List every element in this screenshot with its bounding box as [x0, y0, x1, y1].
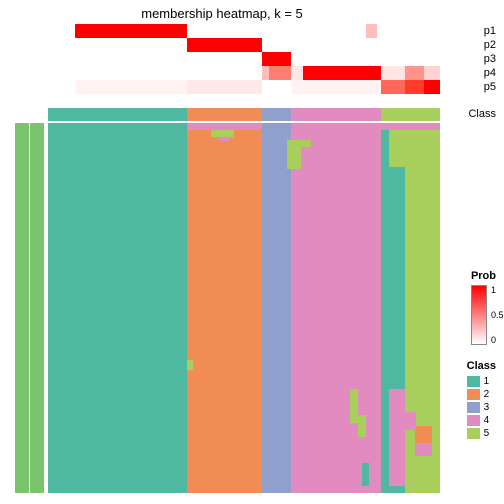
legend-class: Class 1 2 3 4 5 [467, 360, 496, 440]
noise-patch [381, 123, 405, 130]
class-seg [262, 108, 291, 121]
prob-cell [424, 66, 440, 80]
class-seg [187, 108, 261, 121]
class-bar [48, 108, 440, 121]
p-label: p4 [484, 66, 496, 80]
prob-cell [405, 80, 425, 94]
noise-patch [389, 130, 405, 167]
legend-swatch [467, 428, 480, 439]
heat-col [187, 123, 261, 493]
legend-class-item: 5 [467, 427, 496, 440]
legend-label: 2 [484, 389, 490, 400]
noise-patch [187, 123, 261, 130]
prob-ticks: 10.50 [491, 285, 504, 345]
prob-cell [48, 38, 187, 52]
legend-label: 5 [484, 428, 490, 439]
legend-prob: Prob10.50 [471, 270, 496, 345]
prob-cell [366, 24, 378, 38]
prob-cell [269, 66, 291, 80]
class-seg [381, 108, 440, 121]
legend-class-title: Class [467, 360, 496, 372]
prob-row [48, 52, 440, 66]
prob-cell [187, 24, 365, 38]
prob-cell [262, 52, 291, 66]
prob-tick: 0.5 [491, 310, 504, 320]
noise-patch [405, 123, 440, 130]
prob-cell [291, 66, 303, 80]
prob-cell [381, 66, 405, 80]
legend-prob-title: Prob [471, 270, 496, 282]
p-labels: p1p2p3p4p5 [484, 24, 496, 94]
legend-label: 4 [484, 415, 490, 426]
noise-patch [187, 360, 192, 370]
prob-cell [405, 66, 425, 80]
noise-patch [415, 443, 432, 456]
legend-class-item: 4 [467, 414, 496, 427]
heat-col [262, 123, 291, 493]
p-label: p5 [484, 80, 496, 94]
noise-patch [362, 463, 369, 485]
prob-gradient [471, 285, 487, 345]
prob-row [48, 24, 440, 38]
prob-row [48, 80, 440, 94]
p-label: p1 [484, 24, 496, 38]
prob-cell [262, 38, 440, 52]
row-bar-outer [15, 123, 29, 493]
row-bar-inner [30, 123, 44, 493]
legend-swatch [467, 415, 480, 426]
legend-swatch [467, 402, 480, 413]
heat-col [291, 123, 381, 493]
prob-row [48, 38, 440, 52]
noise-patch [211, 130, 235, 137]
legend-label: 3 [484, 402, 490, 413]
prob-cell [48, 24, 75, 38]
legend-class-item: 3 [467, 401, 496, 414]
class-seg [48, 108, 187, 121]
noise-patch [220, 137, 230, 141]
noise-patch [350, 389, 358, 422]
legend-swatch [467, 376, 480, 387]
prob-cell [187, 80, 261, 94]
legend-label: 1 [484, 376, 490, 387]
prob-cell [424, 80, 440, 94]
prob-cell [262, 80, 291, 94]
prob-cell [187, 38, 261, 52]
prob-cell [75, 80, 187, 94]
prob-cell [377, 24, 440, 38]
noise-patch [358, 415, 367, 437]
main-heatmap [48, 123, 440, 493]
legend-swatch [467, 389, 480, 400]
prob-cell [48, 52, 262, 66]
prob-matrix [48, 24, 440, 94]
prob-cell [381, 80, 405, 94]
prob-cell [303, 66, 381, 80]
prob-cell [291, 80, 381, 94]
prob-tick: 1 [491, 285, 504, 295]
noise-patch [389, 389, 405, 485]
class-seg [291, 108, 381, 121]
prob-cell [48, 66, 262, 80]
prob-cell [75, 24, 187, 38]
p-label: p2 [484, 38, 496, 52]
legend-class-item: 2 [467, 388, 496, 401]
noise-patch [287, 147, 301, 169]
prob-cell [262, 66, 270, 80]
legend-class-item: 1 [467, 375, 496, 388]
noise-patch [404, 412, 416, 431]
prob-row [48, 66, 440, 80]
prob-tick: 0 [491, 335, 504, 345]
noise-patch [415, 426, 432, 443]
prob-cell [291, 52, 440, 66]
class-label: Class [468, 108, 496, 120]
noise-patch [287, 140, 311, 147]
chart-title: membership heatmap, k = 5 [0, 6, 444, 21]
prob-cell [48, 80, 75, 94]
heat-col [48, 123, 187, 493]
p-label: p3 [484, 52, 496, 66]
